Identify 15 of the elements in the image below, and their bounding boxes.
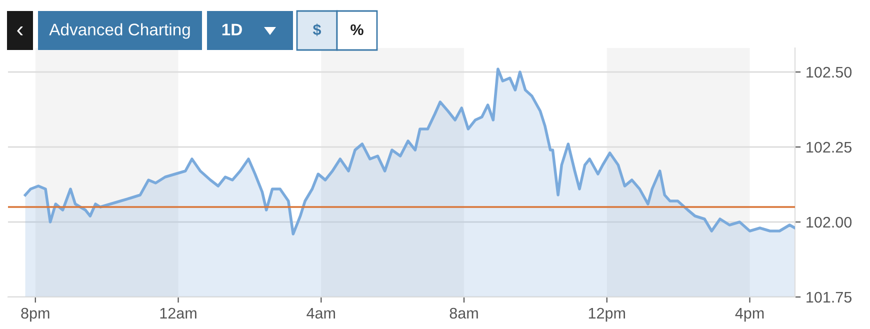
x-tick-label: 4am <box>306 308 335 319</box>
text: $ <box>312 24 322 36</box>
x-tick-label: 12am <box>160 308 196 319</box>
text: 1D <box>222 24 242 36</box>
y-tick-label: 102.25 <box>806 142 852 153</box>
text: % <box>350 24 364 36</box>
text: ‹ <box>17 26 23 36</box>
x-tick-label: 4pm <box>735 308 764 322</box>
x-tick-label: 12pm <box>588 308 625 322</box>
y-tick-label: 101.75 <box>806 292 852 303</box>
y-tick-label: 102.00 <box>806 216 852 228</box>
x-tick-label: 8am <box>450 308 478 319</box>
text: Advanced Charting <box>49 23 190 39</box>
y-tick-label: 102.50 <box>806 66 852 78</box>
x-tick-label: 8pm <box>21 308 50 322</box>
